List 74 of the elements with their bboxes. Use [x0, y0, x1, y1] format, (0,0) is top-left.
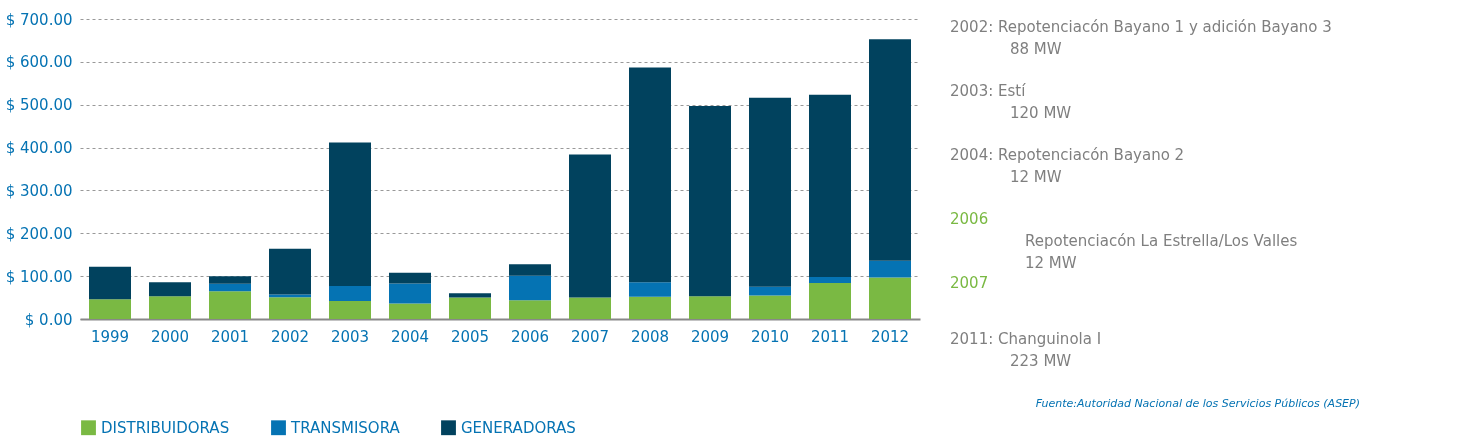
x-tick-label: 2000	[150, 327, 190, 346]
x-tick-label: 2012	[870, 327, 910, 346]
x-tick-label: 2005	[450, 327, 490, 346]
text: 223 MW	[1010, 352, 1072, 370]
text: 2006	[950, 210, 989, 228]
bar	[749, 286, 791, 296]
bar	[329, 142, 371, 286]
text: 2004: Repotenciacón Bayano 2	[950, 146, 1185, 164]
bar	[269, 297, 311, 319]
text: 120 MW	[1010, 104, 1072, 122]
bar	[329, 301, 371, 319]
bar	[89, 299, 131, 319]
x-tick-label: 2007	[570, 327, 610, 346]
bar	[389, 283, 431, 304]
x-tick-label: 2006	[510, 327, 550, 346]
y-tick-label: $ 500.00	[5, 96, 73, 115]
bar	[449, 293, 491, 298]
source-note: Fuente:Autoridad Nacional de los Servicios Públicos (ASEP)	[1035, 397, 1360, 410]
bar	[629, 67, 671, 283]
y-tick-label: $ 0.00	[24, 310, 73, 329]
y-tick-label: $ 100.00	[5, 267, 73, 286]
bar	[509, 264, 551, 276]
x-tick-label: 1999	[90, 327, 130, 346]
text: 12 MW	[1010, 168, 1062, 186]
text: 2011: Changuinola I	[950, 330, 1102, 348]
x-tick-label: 2002	[270, 327, 310, 346]
text: 2002: Repotenciacón Bayano 1 y adición Bayano 3	[950, 18, 1332, 36]
bar	[689, 106, 731, 297]
bar	[569, 297, 611, 319]
bar	[749, 295, 791, 319]
text: Repotenciacón La Estrella/Los Valles	[1025, 232, 1298, 250]
bar	[209, 291, 251, 319]
bar	[509, 275, 551, 301]
bar	[629, 296, 671, 319]
y-tick-label: $ 700.00	[5, 10, 73, 29]
bar	[809, 94, 851, 277]
bar	[869, 39, 911, 261]
bar	[269, 248, 311, 295]
bar	[389, 272, 431, 284]
text: 2003: Estí	[950, 82, 1027, 100]
x-tick-label: 2010	[750, 327, 790, 346]
legend-label: DISTRIBUIDORAS	[101, 418, 230, 437]
bar	[89, 266, 131, 300]
y-tick-label: $ 600.00	[5, 53, 73, 72]
x-tick-label: 2011	[810, 327, 850, 346]
bar	[809, 277, 851, 283]
text: 12 MW	[1025, 254, 1077, 272]
x-tick-label: 2004	[390, 327, 430, 346]
bar	[569, 154, 611, 298]
x-tick-label: 2008	[630, 327, 670, 346]
bar	[689, 296, 731, 319]
bar	[329, 286, 371, 301]
bar	[509, 300, 551, 319]
text: 88 MW	[1010, 40, 1062, 58]
bar	[149, 282, 191, 297]
bar	[869, 277, 911, 319]
bar	[449, 297, 491, 319]
y-tick-label: $ 400.00	[5, 139, 73, 158]
bar	[149, 296, 191, 319]
bar	[749, 97, 791, 287]
bar	[869, 260, 911, 278]
y-tick-label: $ 300.00	[5, 181, 73, 200]
bar	[389, 303, 431, 319]
bar	[809, 283, 851, 319]
text: 2007	[950, 274, 989, 292]
bar	[209, 276, 251, 284]
x-tick-label: 2001	[210, 327, 250, 346]
x-tick-label: 2003	[330, 327, 370, 346]
x-tick-label: 2009	[690, 327, 730, 346]
bar	[209, 283, 251, 292]
bar	[629, 282, 671, 297]
legend-label: TRANSMISORA	[290, 418, 401, 437]
y-tick-label: $ 200.00	[5, 224, 73, 243]
legend-label: GENERADORAS	[461, 418, 576, 437]
